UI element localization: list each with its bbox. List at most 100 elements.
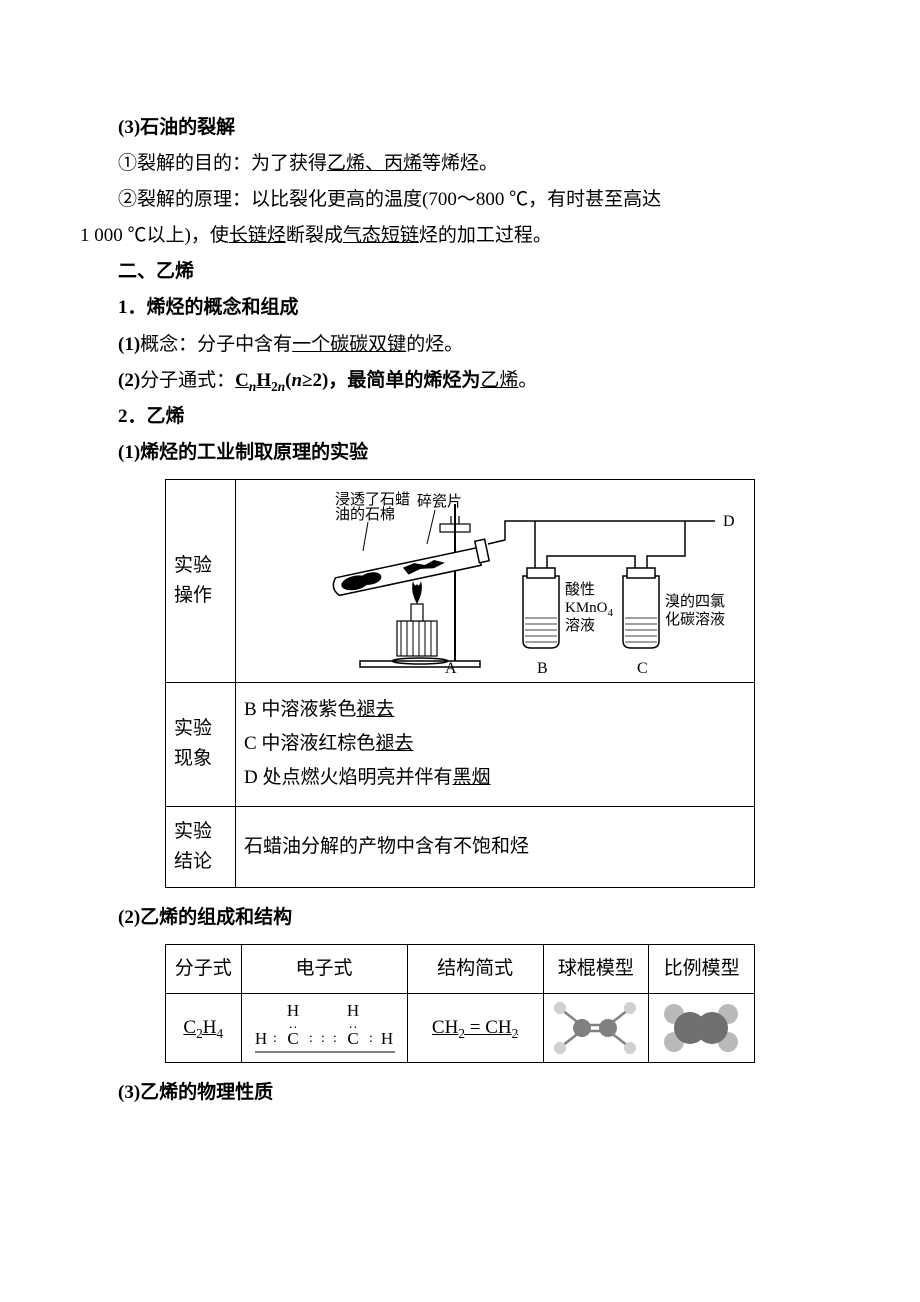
para-cracking-principle-2: 1 000 ℃以上)，使长链烃断裂成气态短链烃的加工过程。: [80, 218, 840, 254]
text-petroleum-cracking: 石油的裂解: [140, 117, 235, 138]
cell-phenomenon: B 中溶液紫色褪去 C 中溶液红棕色褪去 D 处点燃火焰明亮并伴有黑烟: [236, 682, 755, 806]
mf-h: H: [203, 1017, 217, 1038]
svg-text:H: H: [346, 1001, 358, 1020]
cell-operation-label: 实验 操作: [166, 479, 236, 682]
text-d-flame: D 处点燃火焰明亮并伴有: [244, 767, 452, 788]
heading-section-2: 二、乙烯: [80, 254, 840, 290]
table-experiment: 实验 操作: [165, 479, 755, 888]
text-ph-l2: 现象: [174, 744, 227, 774]
svg-text:H: H: [286, 1001, 298, 1020]
text-1000c: 1 000 ℃以上)，使: [80, 225, 229, 246]
table-row: C2H4 H H ·· ·· H : C : : : C : H CH2 = C…: [166, 994, 755, 1063]
header-lewis: 电子式: [241, 945, 407, 994]
label-b: B: [537, 660, 548, 676]
svg-text:C: C: [287, 1029, 298, 1048]
label-exp-1: (1): [118, 442, 140, 463]
svg-text::: :: [309, 1031, 313, 1046]
text-b-purple: B 中溶液紫色: [244, 699, 356, 720]
text-principle-prefix: ②裂解的原理：以比裂化更高的温度(700～800 ℃，有时甚至高达: [118, 189, 661, 210]
text-b-fade: 褪去: [356, 699, 394, 720]
text-process: 烃的加工过程。: [419, 225, 552, 246]
para-cracking-purpose: ①裂解的目的：为了获得乙烯、丙烯等烯烃。: [80, 146, 840, 182]
para-cracking-principle-1: ②裂解的原理：以比裂化更高的温度(700～800 ℃，有时甚至高达: [80, 182, 840, 218]
svg-text:C: C: [347, 1029, 358, 1048]
cell-molecular-formula: C2H4: [166, 994, 242, 1063]
label-kmno4-l2: KMnO4: [565, 600, 614, 619]
label-2: (2): [118, 370, 140, 391]
phenomenon-line-1: B 中溶液紫色褪去: [244, 693, 746, 727]
text-concept-a: 概念：分子中含有: [140, 334, 292, 355]
para-physical-properties: (3)乙烯的物理性质: [80, 1075, 840, 1111]
para-experiment-heading: (1)烯烃的工业制取原理的实验: [80, 435, 840, 471]
label-3: (3): [118, 117, 140, 138]
text-ph-l1: 实验: [174, 714, 227, 744]
header-ball-stick: 球棍模型: [543, 945, 649, 994]
sf-ch2a: CH: [432, 1017, 458, 1038]
label-br-l1: 溴的四氯: [665, 593, 725, 610]
para-concept: (1)概念：分子中含有一个碳碳双键的烃。: [80, 327, 840, 363]
label-chips: 碎瓷片: [417, 493, 462, 510]
text-ethylene: 乙烯: [480, 370, 518, 391]
text-double-bond: 一个碳碳双键: [292, 334, 406, 355]
cell-ball-stick: [543, 994, 649, 1063]
text-d-smoke: 黑烟: [452, 767, 490, 788]
text-con-l2: 结论: [174, 847, 227, 877]
table-row: 实验 结论 石蜡油分解的产物中含有不饱和烃: [166, 806, 755, 888]
formula-h: H: [256, 370, 271, 391]
text-composition-title: 乙烯的组成和结构: [140, 907, 292, 928]
formula-n2: n: [291, 370, 302, 391]
text-op-l2: 操作: [174, 581, 227, 611]
text-experiment-title: 烯烃的工业制取原理的实验: [140, 442, 368, 463]
header-molecular-formula: 分子式: [166, 945, 242, 994]
label-asbestos-l1: 浸透了石蜡: [335, 491, 410, 508]
sf-eq: =: [465, 1017, 485, 1038]
text-formula-label: 分子通式：: [140, 370, 235, 391]
cell-lewis: H H ·· ·· H : C : : : C : H: [241, 994, 407, 1063]
label-comp-2: (2): [118, 907, 140, 928]
table-row: 分子式 电子式 结构简式 球棍模型 比例模型: [166, 945, 755, 994]
para-ethylene-heading: 2．乙烯: [80, 399, 840, 435]
label-c: C: [637, 660, 648, 676]
label-d: D: [723, 513, 735, 530]
text-break: 断裂成: [286, 225, 343, 246]
svg-text:H: H: [380, 1029, 392, 1048]
text-short-chain: 气态短链: [343, 225, 419, 246]
text-formula-cnh2n: CnH2n: [235, 370, 285, 391]
cell-conclusion-label: 实验 结论: [166, 806, 236, 888]
text-physical-title: 乙烯的物理性质: [140, 1082, 273, 1103]
svg-text::: :: [321, 1031, 325, 1046]
mf-2: 2: [196, 1026, 203, 1041]
text-long-chain: 长链烃: [229, 225, 286, 246]
space-fill-model: [654, 1000, 749, 1056]
mf-4: 4: [216, 1026, 223, 1041]
cell-apparatus: 浸透了石蜡 油的石棉 碎瓷片 酸性 KMnO4 溶液 溴的四氯 化碳溶液 D A…: [236, 479, 755, 682]
label-a: A: [445, 660, 457, 676]
header-space-fill: 比例模型: [649, 945, 755, 994]
sf-2b: 2: [512, 1026, 519, 1041]
cell-space-fill: [649, 994, 755, 1063]
text-c2h4: C2H4: [183, 1017, 223, 1038]
apparatus-diagram: 浸透了石蜡 油的石棉 碎瓷片 酸性 KMnO4 溶液 溴的四氯 化碳溶液 D A…: [245, 486, 745, 676]
text-op-l1: 实验: [174, 551, 227, 581]
label-phys-3: (3): [118, 1082, 140, 1103]
header-structural: 结构简式: [407, 945, 543, 994]
text-c-fade: 褪去: [375, 733, 413, 754]
text-purpose-prefix: ①裂解的目的：为了获得: [118, 153, 327, 174]
text-concept-b: 的烃。: [406, 334, 463, 355]
cell-conclusion: 石蜡油分解的产物中含有不饱和烃: [236, 806, 755, 888]
label-kmno4-l1: 酸性: [565, 581, 595, 598]
table-composition: 分子式 电子式 结构简式 球棍模型 比例模型 C2H4 H H ·· ·· H …: [165, 944, 755, 1063]
text-ge2: ≥2)，最简单的烯烃为: [302, 370, 480, 391]
formula-c: C: [235, 370, 249, 391]
para-petroleum-cracking-title: (3)石油的裂解: [80, 110, 840, 146]
svg-text::: :: [369, 1031, 373, 1046]
svg-text::: :: [273, 1031, 277, 1046]
text-period: 。: [518, 370, 537, 391]
para-alkene-concept-heading: 1．烯烃的概念和组成: [80, 290, 840, 326]
phenomenon-line-2: C 中溶液红棕色褪去: [244, 727, 746, 761]
table-row: 实验 操作: [166, 479, 755, 682]
para-composition-heading: (2)乙烯的组成和结构: [80, 900, 840, 936]
cell-structural: CH2 = CH2: [407, 994, 543, 1063]
lewis-structure: H H ·· ·· H : C : : : C : H: [247, 1000, 402, 1056]
label-asbestos-l2: 油的石棉: [335, 506, 395, 523]
